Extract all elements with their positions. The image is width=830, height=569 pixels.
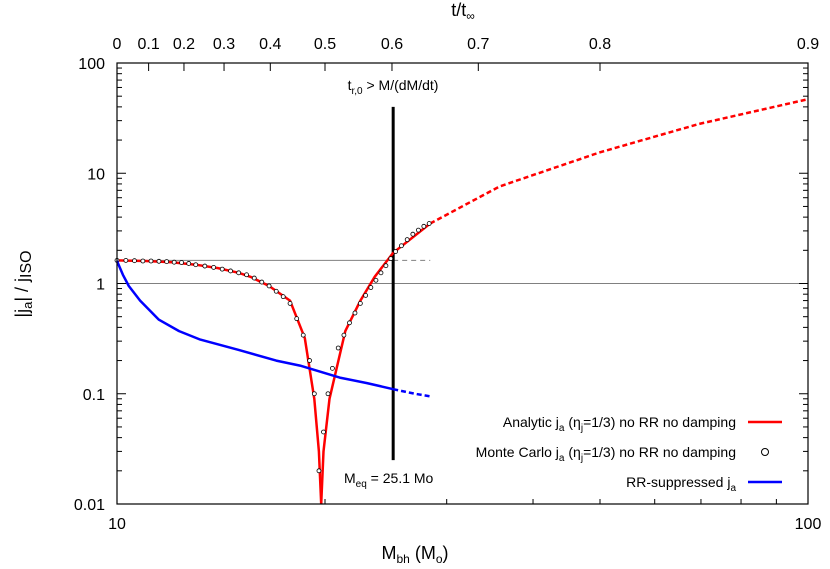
top-tick-label: 0.8 (589, 36, 611, 53)
monte-carlo-point (164, 259, 170, 264)
monte-carlo-point (251, 275, 257, 281)
monte-carlo-point (186, 261, 192, 266)
top-tick-label: 0.9 (797, 36, 819, 53)
monte-carlo-point (300, 332, 306, 338)
monte-carlo-point (410, 231, 416, 237)
y-tick-label: 100 (78, 56, 105, 73)
y-tick-label: 0.01 (74, 497, 105, 514)
monte-carlo-point (415, 227, 421, 233)
monte-carlo-point (316, 468, 322, 474)
monte-carlo-point (132, 258, 137, 264)
legend-label-rr-suppressed: RR-suppressed ja (626, 474, 736, 494)
monte-carlo-point (202, 263, 208, 269)
monte-carlo-point (388, 256, 394, 262)
monte-carlo-point (280, 294, 286, 300)
monte-carlo-point (373, 277, 379, 283)
monte-carlo-point (421, 223, 427, 229)
monte-carlo-point (287, 300, 293, 306)
monte-carlo-point (383, 263, 389, 269)
monte-carlo-point (307, 358, 313, 363)
monte-carlo-point (219, 266, 225, 272)
meq-annotation: Meq = 25.1 Mo (344, 470, 434, 490)
monte-carlo-point (294, 316, 300, 322)
top-tick-label: 0.5 (314, 36, 336, 53)
monte-carlo-point (352, 310, 358, 316)
top-tick-label: 0.6 (381, 36, 403, 53)
monte-carlo-point (311, 391, 317, 397)
monte-carlo-point (171, 259, 177, 265)
monte-carlo-point (393, 249, 398, 254)
monte-carlo-point (156, 258, 162, 264)
monte-carlo-point (404, 237, 410, 243)
monte-carlo-point (335, 345, 341, 351)
y-tick-label: 10 (87, 166, 105, 183)
monte-carlo-point (330, 365, 335, 371)
monte-carlo-point (368, 285, 374, 290)
monte-carlo-point (236, 270, 242, 276)
y-axis-label: |ja| / jISO (12, 250, 35, 317)
y-tick-label: 0.1 (83, 387, 105, 404)
monte-carlo-point (228, 268, 233, 274)
monte-carlo-point (266, 283, 272, 289)
y-tick-label: 1 (96, 277, 105, 294)
monte-carlo-point (244, 272, 249, 278)
series-line-4 (115, 260, 394, 391)
legend-label-analytic: Analytic ja (ηj=1/3) no RR no damping (503, 414, 736, 434)
top-tick-label: 0.4 (259, 36, 281, 53)
monte-carlo-point (179, 260, 184, 265)
legend-swatch-monte-carlo (761, 448, 769, 456)
top-tick-label: 0.7 (467, 36, 489, 53)
monte-carlo-point (148, 258, 154, 264)
top-tick-label: 0.2 (173, 36, 195, 53)
axis-ticks: 0.01 0.1 1 10 100 10 100 0 0.1 0.2 0.3 0.4 0.5 0.6 0.7… (74, 36, 822, 533)
monte-carlo-point (378, 270, 384, 276)
legend: Analytic ja (ηj=1/3) no RR no damping Mo… (476, 414, 782, 494)
top-axis-label: t/t∞ (451, 0, 475, 23)
top-tick-label: 0.1 (137, 36, 159, 53)
series-line-5 (392, 387, 433, 398)
monte-carlo-point (399, 243, 404, 249)
timescale-annotation: tr,0 > M/(dM/dt) (348, 77, 439, 97)
x-axis-label: Mbh (Mo) (381, 543, 448, 566)
monte-carlo-point (325, 391, 331, 397)
monte-carlo-point (123, 258, 129, 263)
monte-carlo-point (363, 292, 369, 298)
top-tick-label: 0 (113, 36, 122, 53)
monte-carlo-point (193, 262, 199, 268)
monte-carlo-point (259, 279, 265, 285)
monte-carlo-point (347, 320, 352, 326)
series-line-2 (429, 97, 809, 225)
monte-carlo-point (426, 221, 432, 226)
monte-carlo-point (341, 332, 347, 338)
x-tick-label: 10 (108, 516, 126, 533)
monte-carlo-point (211, 264, 217, 270)
monte-carlo-point (273, 288, 279, 294)
monte-carlo-point (357, 300, 363, 306)
top-tick-label: 0.3 (213, 36, 235, 53)
legend-label-monte-carlo: Monte Carlo ja (ηj=1/3) no RR no damping (476, 444, 736, 464)
x-tick-label: 100 (795, 516, 822, 533)
plot-marks (114, 97, 809, 505)
monte-carlo-point (321, 429, 326, 435)
series-line-1 (319, 222, 431, 505)
series-line-0 (116, 259, 323, 505)
monte-carlo-point (140, 258, 146, 264)
